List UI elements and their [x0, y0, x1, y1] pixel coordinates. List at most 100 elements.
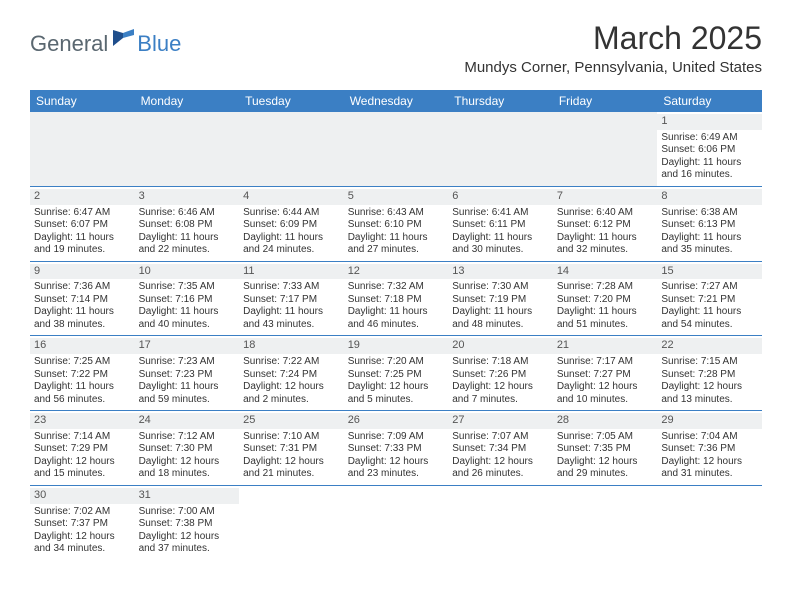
cell-daylight2: and 10 minutes.: [557, 394, 654, 407]
day-number: 30: [30, 488, 135, 504]
calendar-cell: [657, 485, 762, 559]
cell-sunset: Sunset: 6:12 PM: [557, 219, 654, 232]
day-number: 24: [135, 413, 240, 429]
cell-daylight1: Daylight: 11 hours: [452, 306, 549, 319]
cell-sunset: Sunset: 7:19 PM: [452, 294, 549, 307]
day-header: Wednesday: [344, 90, 449, 112]
cell-sunrise: Sunrise: 7:10 AM: [243, 431, 340, 444]
cell-daylight2: and 19 minutes.: [34, 244, 131, 257]
cell-sunset: Sunset: 7:17 PM: [243, 294, 340, 307]
cell-sunset: Sunset: 7:21 PM: [661, 294, 758, 307]
day-number: 7: [553, 189, 658, 205]
calendar-cell: 15Sunrise: 7:27 AMSunset: 7:21 PMDayligh…: [657, 261, 762, 336]
cell-sunset: Sunset: 7:35 PM: [557, 443, 654, 456]
calendar-cell: 9Sunrise: 7:36 AMSunset: 7:14 PMDaylight…: [30, 261, 135, 336]
cell-sunrise: Sunrise: 6:43 AM: [348, 207, 445, 220]
cell-daylight2: and 35 minutes.: [661, 244, 758, 257]
cell-daylight1: Daylight: 11 hours: [139, 306, 236, 319]
cell-sunset: Sunset: 7:26 PM: [452, 369, 549, 382]
calendar-cell: 14Sunrise: 7:28 AMSunset: 7:20 PMDayligh…: [553, 261, 658, 336]
cell-sunset: Sunset: 7:33 PM: [348, 443, 445, 456]
calendar-table: SundayMondayTuesdayWednesdayThursdayFrid…: [30, 90, 762, 560]
cell-daylight1: Daylight: 12 hours: [452, 381, 549, 394]
calendar-cell: 16Sunrise: 7:25 AMSunset: 7:22 PMDayligh…: [30, 336, 135, 411]
day-number: 9: [30, 264, 135, 280]
cell-daylight2: and 27 minutes.: [348, 244, 445, 257]
cell-sunrise: Sunrise: 7:28 AM: [557, 281, 654, 294]
cell-sunset: Sunset: 7:36 PM: [661, 443, 758, 456]
cell-sunrise: Sunrise: 6:41 AM: [452, 207, 549, 220]
cell-daylight1: Daylight: 12 hours: [139, 531, 236, 544]
cell-daylight1: Daylight: 12 hours: [557, 456, 654, 469]
cell-daylight2: and 46 minutes.: [348, 319, 445, 332]
day-number: 8: [657, 189, 762, 205]
cell-sunset: Sunset: 7:18 PM: [348, 294, 445, 307]
day-number: 31: [135, 488, 240, 504]
cell-sunset: Sunset: 7:28 PM: [661, 369, 758, 382]
calendar-cell: 30Sunrise: 7:02 AMSunset: 7:37 PMDayligh…: [30, 485, 135, 559]
calendar-cell: 21Sunrise: 7:17 AMSunset: 7:27 PMDayligh…: [553, 336, 658, 411]
calendar-cell: 27Sunrise: 7:07 AMSunset: 7:34 PMDayligh…: [448, 411, 553, 486]
calendar-cell: 31Sunrise: 7:00 AMSunset: 7:38 PMDayligh…: [135, 485, 240, 559]
day-number: 21: [553, 338, 658, 354]
cell-daylight2: and 7 minutes.: [452, 394, 549, 407]
cell-sunrise: Sunrise: 7:09 AM: [348, 431, 445, 444]
cell-sunrise: Sunrise: 6:40 AM: [557, 207, 654, 220]
calendar-cell: 5Sunrise: 6:43 AMSunset: 6:10 PMDaylight…: [344, 186, 449, 261]
cell-daylight2: and 21 minutes.: [243, 468, 340, 481]
calendar-cell: 6Sunrise: 6:41 AMSunset: 6:11 PMDaylight…: [448, 186, 553, 261]
cell-sunrise: Sunrise: 7:25 AM: [34, 356, 131, 369]
cell-sunset: Sunset: 7:30 PM: [139, 443, 236, 456]
cell-daylight2: and 43 minutes.: [243, 319, 340, 332]
cell-daylight1: Daylight: 12 hours: [34, 456, 131, 469]
day-number: 20: [448, 338, 553, 354]
calendar-cell: 25Sunrise: 7:10 AMSunset: 7:31 PMDayligh…: [239, 411, 344, 486]
calendar-cell: [448, 485, 553, 559]
cell-daylight2: and 15 minutes.: [34, 468, 131, 481]
cell-sunset: Sunset: 7:22 PM: [34, 369, 131, 382]
cell-daylight1: Daylight: 11 hours: [557, 306, 654, 319]
calendar-cell: [239, 112, 344, 186]
calendar-week: 9Sunrise: 7:36 AMSunset: 7:14 PMDaylight…: [30, 261, 762, 336]
cell-daylight2: and 13 minutes.: [661, 394, 758, 407]
calendar-cell: 28Sunrise: 7:05 AMSunset: 7:35 PMDayligh…: [553, 411, 658, 486]
calendar-cell: 10Sunrise: 7:35 AMSunset: 7:16 PMDayligh…: [135, 261, 240, 336]
day-number: 11: [239, 264, 344, 280]
cell-sunrise: Sunrise: 7:05 AM: [557, 431, 654, 444]
cell-daylight2: and 54 minutes.: [661, 319, 758, 332]
cell-daylight2: and 30 minutes.: [452, 244, 549, 257]
cell-sunrise: Sunrise: 7:33 AM: [243, 281, 340, 294]
cell-sunset: Sunset: 7:14 PM: [34, 294, 131, 307]
cell-daylight1: Daylight: 11 hours: [139, 381, 236, 394]
calendar-cell: 29Sunrise: 7:04 AMSunset: 7:36 PMDayligh…: [657, 411, 762, 486]
calendar-cell: [553, 485, 658, 559]
day-header: Sunday: [30, 90, 135, 112]
cell-daylight2: and 18 minutes.: [139, 468, 236, 481]
cell-sunrise: Sunrise: 7:36 AM: [34, 281, 131, 294]
cell-daylight1: Daylight: 11 hours: [34, 306, 131, 319]
cell-daylight1: Daylight: 12 hours: [243, 456, 340, 469]
day-number: 25: [239, 413, 344, 429]
cell-sunrise: Sunrise: 6:49 AM: [661, 132, 758, 145]
day-header: Monday: [135, 90, 240, 112]
cell-daylight1: Daylight: 11 hours: [557, 232, 654, 245]
day-number: 13: [448, 264, 553, 280]
day-number: 17: [135, 338, 240, 354]
calendar-cell: 20Sunrise: 7:18 AMSunset: 7:26 PMDayligh…: [448, 336, 553, 411]
day-number: 15: [657, 264, 762, 280]
day-number: 12: [344, 264, 449, 280]
calendar-week: 16Sunrise: 7:25 AMSunset: 7:22 PMDayligh…: [30, 336, 762, 411]
cell-sunset: Sunset: 6:09 PM: [243, 219, 340, 232]
calendar-cell: 13Sunrise: 7:30 AMSunset: 7:19 PMDayligh…: [448, 261, 553, 336]
cell-daylight1: Daylight: 12 hours: [452, 456, 549, 469]
calendar-week: 23Sunrise: 7:14 AMSunset: 7:29 PMDayligh…: [30, 411, 762, 486]
cell-sunset: Sunset: 7:24 PM: [243, 369, 340, 382]
cell-daylight2: and 34 minutes.: [34, 543, 131, 556]
day-header: Friday: [553, 90, 658, 112]
cell-daylight1: Daylight: 11 hours: [348, 232, 445, 245]
cell-daylight2: and 48 minutes.: [452, 319, 549, 332]
calendar-cell: [344, 112, 449, 186]
day-number: 29: [657, 413, 762, 429]
cell-sunset: Sunset: 7:29 PM: [34, 443, 131, 456]
cell-daylight2: and 16 minutes.: [661, 169, 758, 182]
